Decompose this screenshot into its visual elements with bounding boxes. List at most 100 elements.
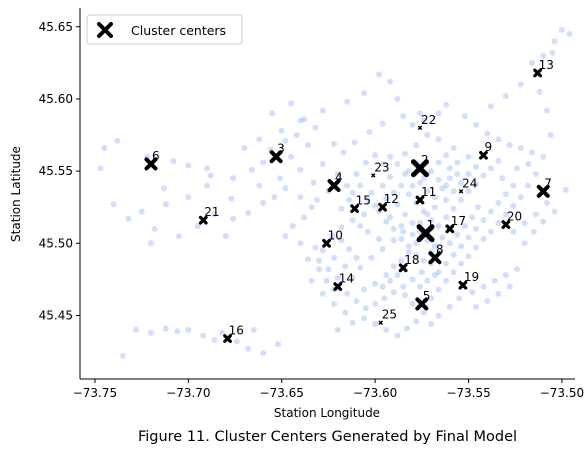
station-point [446,165,453,172]
station-point [162,201,169,208]
station-point [566,31,573,37]
center-marker-x-icon [378,320,383,325]
center-label: 4 [335,171,343,185]
station-point [487,208,494,215]
station-point [230,215,237,222]
cluster-center-7: 7 [536,176,552,198]
station-point [375,71,382,78]
station-point [383,272,390,279]
station-point [398,223,405,229]
station-point [454,231,461,238]
station-point [495,199,502,206]
station-point [517,194,524,201]
station-point [148,240,154,247]
y-tick-label: 45.60 [39,92,73,106]
station-point [540,153,547,160]
station-point [428,217,435,224]
station-point [458,260,465,267]
station-point [364,228,371,235]
station-point [340,149,347,156]
station-point [502,211,509,218]
figure-caption: Figure 11. Cluster Centers Generated by … [137,429,518,445]
station-point [532,171,539,177]
station-point [360,286,367,293]
center-marker-x-icon [144,157,158,171]
center-label: 8 [436,243,444,257]
station-point [338,224,345,231]
center-label: 15 [356,194,371,208]
station-point [439,234,446,241]
station-point [506,142,513,149]
station-point [495,290,502,297]
x-tick-label: −73.50 [540,386,584,400]
station-point [435,223,442,229]
station-point [400,113,407,120]
station-point [211,211,218,218]
center-marker-x-icon [327,179,341,193]
station-point [204,182,210,189]
station-point [222,233,229,240]
center-marker-x-icon [536,184,550,198]
station-point [260,159,267,166]
station-point [269,110,276,117]
station-point [465,171,472,177]
station-point [185,194,192,201]
station-point [353,171,360,177]
station-point [372,202,379,209]
station-point [204,165,210,172]
station-point [379,246,386,253]
station-point [420,257,427,264]
station-point [288,153,295,160]
station-point [409,220,416,227]
y-axis-label: Station Latitude [9,146,23,242]
station-point [551,208,558,215]
station-point [409,121,416,128]
station-point [510,202,517,209]
station-point [529,59,535,66]
station-point [420,309,427,316]
center-label: 21 [204,205,219,219]
station-point [310,179,317,186]
station-point [357,223,364,229]
station-point [465,188,472,195]
station-point [349,274,356,281]
y-ticks: 45.45 45.50 45.55 45.60 45.65 [39,20,80,322]
station-point [443,101,450,108]
station-point [176,233,182,240]
station-point [562,186,569,193]
center-label: 22 [421,113,436,127]
station-point [491,277,498,284]
x-tick-label: −73.75 [73,386,117,400]
center-marker-x-icon [415,297,429,311]
station-point [353,298,360,304]
station-point [428,321,435,328]
station-point [344,182,351,189]
station-point [456,295,463,302]
station-point [484,130,491,137]
station-point [413,318,420,325]
station-point [342,263,349,270]
cluster-center-3: 3 [269,142,285,164]
center-marker-x-icon [269,150,283,164]
station-point [400,283,407,290]
station-point [383,218,390,225]
center-label: 23 [374,161,389,175]
station-point [319,247,326,254]
station-point [379,283,386,290]
station-point [394,160,401,167]
station-point [360,90,367,97]
station-point [390,263,397,270]
station-point [357,264,364,271]
station-point [454,171,461,177]
station-point [260,199,267,206]
station-point [319,290,326,297]
station-point [357,182,364,189]
center-label: 24 [462,176,477,190]
station-point [424,188,431,195]
station-point [271,194,278,201]
station-point [402,171,408,177]
station-point [435,286,442,293]
station-point [331,300,337,307]
station-point [540,52,547,59]
station-point [487,103,494,110]
